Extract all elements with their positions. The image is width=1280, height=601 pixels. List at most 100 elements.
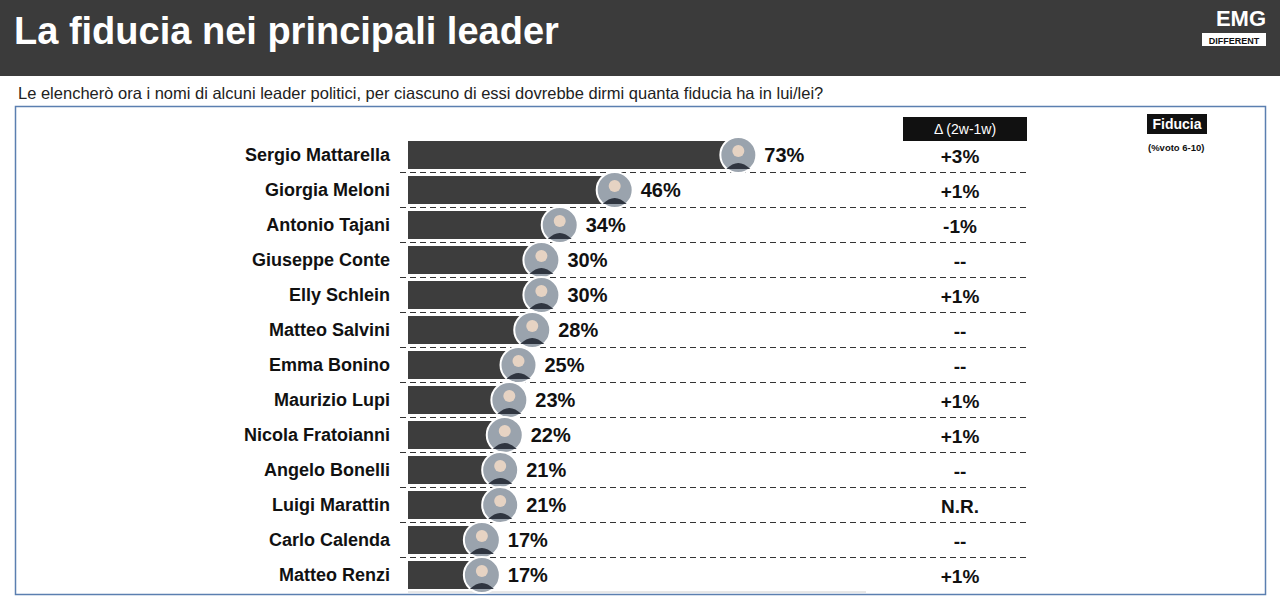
photo-face [535,285,547,297]
photo-face [503,390,515,402]
photo-face [609,180,621,192]
labels: Sergio Mattarella 73% +3% Giorgia Meloni 46%… [244,144,979,587]
category-label: Luigi Marattin [272,495,390,515]
value-label: 23% [535,389,575,411]
category-label: Giuseppe Conte [252,250,390,270]
value-label: 30% [567,249,607,271]
delta-header-box [903,117,1027,141]
photo-face [499,425,511,437]
row-separator [400,172,1030,173]
photo [482,487,518,523]
fiducia-note: (%voto 6-10) [1148,142,1204,153]
photos [464,137,756,593]
photo-body [497,408,521,414]
category-label: Nicola Fratoianni [244,425,390,445]
category-label: Antonio Tajani [266,215,390,235]
photo [501,347,537,383]
photo-body [488,513,512,519]
delta-label: +3% [941,146,980,167]
photo-body [548,233,572,239]
photo-face [476,530,488,542]
row-separator [400,417,1030,418]
value-label: 46% [641,179,681,201]
photo-body [470,583,494,589]
photo-face [535,250,547,262]
photo [487,417,523,453]
logo: EMG [1216,6,1266,31]
photo-face [526,320,538,332]
photo-face [476,565,488,577]
photo-body [470,548,494,554]
photo-body [520,338,544,344]
row-separator [400,277,1030,278]
category-label: Matteo Renzi [279,565,390,585]
category-label: Sergio Mattarella [245,145,391,165]
photo [464,522,500,558]
value-label: 34% [586,214,626,236]
delta-label: -- [954,356,967,377]
photo-body [529,268,553,274]
photo [482,452,518,488]
subtitle: Le elencherò ora i nomi di alcuni leader… [18,84,823,102]
logo-box [1202,33,1266,46]
photo-face [554,215,566,227]
photo-body [507,373,531,379]
value-label: 21% [526,459,566,481]
delta-header: Δ (2w-1w) [934,121,996,137]
bar [408,211,564,239]
header-band [0,0,1280,76]
value-label: 30% [567,284,607,306]
bar [408,176,619,204]
delta-label: -- [954,321,967,342]
delta-label: +1% [941,426,980,447]
value-label: 25% [545,354,585,376]
photo [514,312,550,348]
category-label: Giorgia Meloni [265,180,390,200]
photo-face [494,495,506,507]
photo [464,557,500,593]
photo-face [513,355,525,367]
logo-sub: DIFFERENT [1209,36,1260,46]
category-label: Emma Bonino [269,355,390,375]
delta-label: +1% [941,391,980,412]
chart: La fiducia nei principali leader EMG DIFFE… [0,0,1280,601]
category-label: Carlo Calenda [269,530,391,550]
delta-label: -- [954,461,967,482]
delta-label: -- [954,251,967,272]
row-separator [400,207,1030,208]
delta-label: N.R. [941,496,979,517]
delta-label: -1% [943,216,977,237]
photo-body [493,443,517,449]
title: La fiducia nei principali leader [14,10,559,52]
category-label: Matteo Salvini [269,320,390,340]
photo-body [726,163,750,169]
photo [523,277,559,313]
delta-label: +1% [941,181,980,202]
delta-label: +1% [941,566,980,587]
category-label: Elly Schlein [289,285,390,305]
row-separator [400,312,1030,313]
row-separator [400,347,1030,348]
photo-face [494,460,506,472]
photo-face [732,145,744,157]
bar [408,141,742,169]
value-label: 21% [526,494,566,516]
bars [408,141,742,589]
value-label: 73% [764,144,804,166]
photo [542,207,578,243]
photo-body [529,303,553,309]
row-separator [400,557,1030,558]
row-separator [400,242,1030,243]
category-label: Angelo Bonelli [264,460,390,480]
value-label: 22% [531,424,571,446]
delta-label: +1% [941,286,980,307]
photo [523,242,559,278]
delta-label: -- [954,531,967,552]
category-label: Maurizio Lupi [274,390,390,410]
fiducia-box [1147,114,1207,134]
photo [597,172,633,208]
frame [16,107,1266,595]
row-separator [400,382,1030,383]
photo [720,137,756,173]
value-label: 28% [558,319,598,341]
